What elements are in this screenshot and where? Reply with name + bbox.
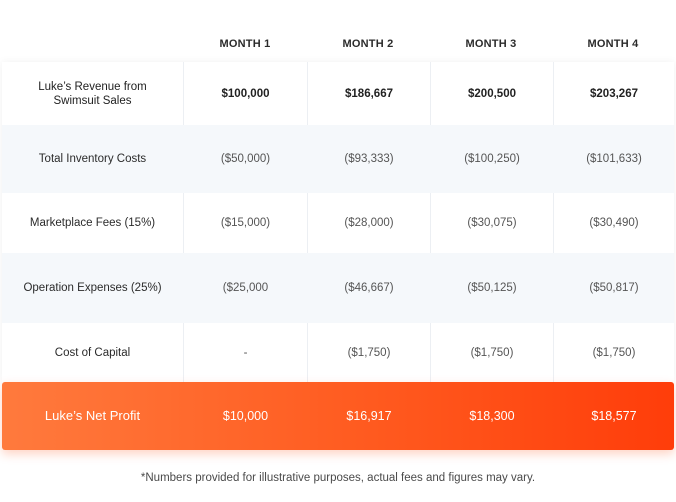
table-cell: $100,000 <box>221 87 270 100</box>
table-cell: ($100,250) <box>464 153 520 165</box>
net-profit-cell: $16,917 <box>346 409 392 423</box>
table-cell: ($93,333) <box>344 153 394 165</box>
row-label: Total Inventory Costs <box>38 153 147 165</box>
table-cell: $186,667 <box>345 87 393 100</box>
table-cell: ($30,075) <box>467 217 517 229</box>
table-cell: ($1,750) <box>470 346 514 359</box>
table-row-marketplace-fees: Marketplace Fees (15%) ($15,000) ($28,00… <box>2 193 674 253</box>
table-cell: ($50,000) <box>220 153 271 165</box>
table-cell: ($50,125) <box>467 282 517 294</box>
table-cell: ($101,633) <box>586 153 642 165</box>
column-header-month-2: MONTH 2 <box>342 38 394 50</box>
column-header-row: MONTH 1 MONTH 2 MONTH 3 MONTH 4 <box>0 28 676 62</box>
table-cell: ($15,000) <box>220 217 271 229</box>
table-cell: ($30,490) <box>589 217 639 229</box>
table-cell: ($1,750) <box>592 346 636 359</box>
table-cell: ($46,667) <box>344 282 394 294</box>
table-cell: $203,267 <box>590 87 638 100</box>
table-row-revenue: Luke’s Revenue from Swimsuit Sales $100,… <box>2 62 674 125</box>
net-profit-cell: $18,577 <box>591 409 637 423</box>
footnote: *Numbers provided for illustrative purpo… <box>140 472 536 484</box>
table-cell: ($28,000) <box>344 217 394 229</box>
net-profit-cell: $18,300 <box>469 409 515 423</box>
table-cell: ($25,000 <box>222 282 269 294</box>
table-cell: ($50,817) <box>589 282 639 294</box>
table-cell: - <box>243 346 248 359</box>
table-cell: $200,500 <box>468 87 516 100</box>
table-row-cost-of-capital: Cost of Capital - ($1,750) ($1,750) ($1,… <box>2 323 674 382</box>
column-header-month-4: MONTH 4 <box>587 38 639 50</box>
table-cell: ($1,750) <box>347 346 391 359</box>
row-label: Luke’s Revenue from Swimsuit Sales <box>38 80 147 107</box>
column-header-month-3: MONTH 3 <box>465 38 517 50</box>
table-row-operation-expenses: Operation Expenses (25%) ($25,000 ($46,6… <box>2 253 674 323</box>
net-profit-label: Luke’s Net Profit <box>44 408 141 423</box>
row-label: Marketplace Fees (15%) <box>29 217 156 229</box>
net-profit-row: Luke’s Net Profit $10,000 $16,917 $18,30… <box>2 382 674 450</box>
column-header-month-1: MONTH 1 <box>219 38 271 50</box>
row-label: Operation Expenses (25%) <box>23 282 162 294</box>
row-label: Cost of Capital <box>54 346 131 359</box>
net-profit-cell: $10,000 <box>222 409 269 423</box>
table-row-inventory: Total Inventory Costs ($50,000) ($93,333… <box>2 125 674 193</box>
